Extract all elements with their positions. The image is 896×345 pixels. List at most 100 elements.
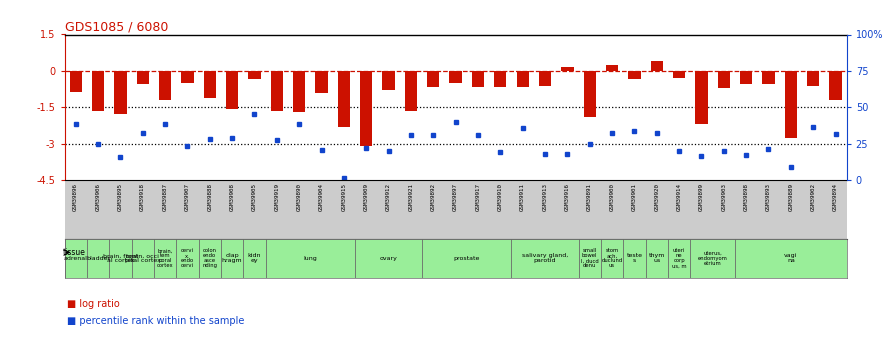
Bar (221, 239, 244, 278)
Bar (740, 71, 753, 85)
Bar (338, 71, 350, 127)
Text: GSM39894: GSM39894 (833, 183, 838, 211)
Bar (159, 71, 171, 100)
Bar (650, 61, 663, 71)
Text: GSM39915: GSM39915 (341, 183, 347, 211)
Text: GSM39909: GSM39909 (364, 183, 369, 211)
Text: GSM39904: GSM39904 (319, 183, 324, 211)
Text: GSM39898: GSM39898 (744, 183, 749, 211)
Text: lung: lung (304, 256, 317, 261)
Text: bladder: bladder (86, 256, 110, 261)
Text: thym
us: thym us (649, 253, 665, 263)
Bar (718, 71, 730, 88)
Text: GDS1085 / 6080: GDS1085 / 6080 (65, 20, 168, 33)
Text: GSM39914: GSM39914 (676, 183, 682, 211)
Text: cervi
x,
endo
cervi: cervi x, endo cervi (181, 248, 194, 268)
Text: diap
hragm: diap hragm (222, 253, 243, 263)
Bar (87, 239, 109, 278)
Text: GSM39916: GSM39916 (564, 183, 570, 211)
Bar (628, 71, 641, 79)
Bar (293, 71, 306, 112)
Text: prostate: prostate (453, 256, 480, 261)
Bar (735, 239, 847, 278)
Bar (624, 239, 646, 278)
Text: GSM39889: GSM39889 (788, 183, 793, 211)
Text: GSM39890: GSM39890 (297, 183, 302, 211)
Text: GSM39895: GSM39895 (118, 183, 123, 211)
Bar (132, 239, 154, 278)
Text: GSM39902: GSM39902 (811, 183, 815, 211)
Text: GSM39897: GSM39897 (453, 183, 458, 211)
Text: GSM39913: GSM39913 (542, 183, 547, 211)
Text: GSM39900: GSM39900 (609, 183, 615, 211)
Bar (70, 71, 82, 92)
Text: GSM39921: GSM39921 (409, 183, 413, 211)
Text: brain,
tem
poral
cortex: brain, tem poral cortex (157, 248, 174, 268)
Bar (181, 71, 194, 83)
Text: kidn
ey: kidn ey (247, 253, 262, 263)
Text: brain, front
al cortex: brain, front al cortex (103, 253, 138, 263)
Text: small
bowel
l, ducd
denu: small bowel l, ducd denu (581, 248, 599, 268)
Bar (199, 239, 221, 278)
Text: colon
endo
asce
nding: colon endo asce nding (202, 248, 217, 268)
Text: GSM39912: GSM39912 (386, 183, 391, 211)
Bar (516, 71, 529, 87)
Bar (203, 71, 216, 98)
Text: tissue: tissue (63, 248, 85, 257)
Text: GSM39896: GSM39896 (73, 183, 78, 211)
Bar (383, 71, 395, 90)
Bar (450, 71, 461, 83)
Bar (606, 65, 618, 71)
Bar (646, 239, 668, 278)
Bar (601, 239, 624, 278)
Bar (579, 239, 601, 278)
Bar (512, 239, 579, 278)
Text: GSM39892: GSM39892 (431, 183, 435, 211)
Bar (673, 71, 685, 78)
Text: uteri
ne
corp
us, m: uteri ne corp us, m (672, 248, 686, 268)
Text: GSM39888: GSM39888 (207, 183, 212, 211)
Bar (807, 71, 819, 86)
Text: GSM39887: GSM39887 (162, 183, 168, 211)
Text: GSM39919: GSM39919 (274, 183, 280, 211)
Text: GSM39907: GSM39907 (185, 183, 190, 211)
Text: vagi
na: vagi na (784, 253, 797, 263)
Bar (114, 71, 126, 114)
Text: GSM39891: GSM39891 (587, 183, 592, 211)
Bar (427, 71, 439, 87)
Bar (561, 67, 573, 71)
Bar (154, 239, 177, 278)
Text: ■ percentile rank within the sample: ■ percentile rank within the sample (67, 316, 245, 326)
Bar (495, 71, 506, 87)
Text: GSM39911: GSM39911 (521, 183, 525, 211)
Bar (472, 71, 484, 87)
Bar (405, 71, 417, 111)
Text: ovary: ovary (380, 256, 398, 261)
Text: GSM39901: GSM39901 (632, 183, 637, 211)
Bar (265, 239, 355, 278)
Text: adrenal: adrenal (64, 256, 88, 261)
Text: brain, occi
pital cortex: brain, occi pital cortex (125, 253, 160, 263)
Bar (226, 71, 238, 109)
Bar (422, 239, 512, 278)
Bar (538, 71, 551, 86)
Bar (695, 71, 708, 125)
Bar (762, 71, 775, 85)
Bar (690, 239, 735, 278)
Bar (668, 239, 690, 278)
Text: GSM39918: GSM39918 (141, 183, 145, 211)
Text: GSM39917: GSM39917 (476, 183, 480, 211)
Bar (830, 71, 841, 100)
Bar (65, 239, 87, 278)
Bar (248, 71, 261, 79)
Bar (583, 71, 596, 117)
Text: GSM39920: GSM39920 (654, 183, 659, 211)
Text: GSM39893: GSM39893 (766, 183, 771, 211)
Bar (109, 239, 132, 278)
Bar (244, 239, 265, 278)
Text: GSM39910: GSM39910 (498, 183, 503, 211)
Bar (136, 71, 149, 85)
Bar (315, 71, 328, 93)
Bar (785, 71, 797, 138)
Bar (92, 71, 104, 111)
